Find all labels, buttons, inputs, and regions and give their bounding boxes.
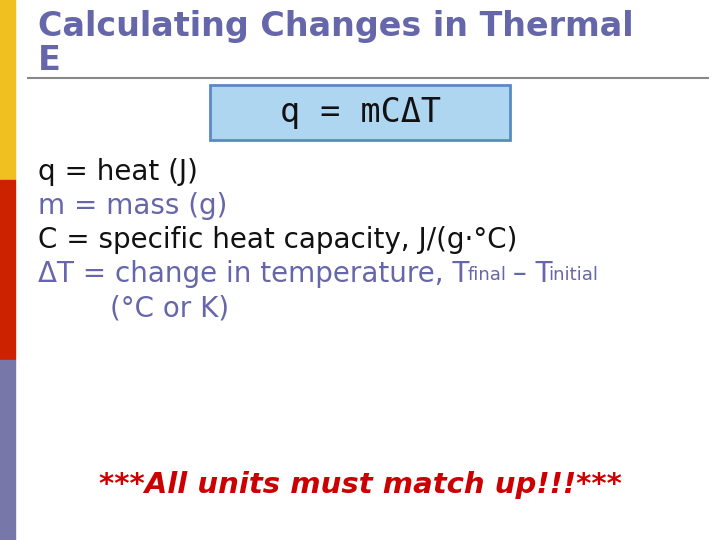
Text: Calculating Changes in Thermal: Calculating Changes in Thermal	[38, 10, 634, 43]
Bar	[0, 0, 15, 180]
FancyBboxPatch shape	[210, 85, 510, 140]
Text: E: E	[38, 44, 61, 77]
Text: (°C or K): (°C or K)	[110, 294, 229, 322]
Text: ΔT = change in temperature, T: ΔT = change in temperature, T	[38, 260, 469, 288]
Bar	[0, 180, 15, 360]
Bar	[0, 360, 15, 540]
Text: C = specific heat capacity, J/(g·°C): C = specific heat capacity, J/(g·°C)	[38, 226, 518, 254]
Text: – T: – T	[504, 260, 552, 288]
Text: m = mass (g): m = mass (g)	[38, 192, 228, 220]
Text: q = mCΔT: q = mCΔT	[279, 96, 441, 129]
Text: initial: initial	[548, 266, 598, 284]
Text: ***All units must match up!!!***: ***All units must match up!!!***	[99, 471, 621, 499]
Text: final: final	[468, 266, 507, 284]
Text: q = heat (J): q = heat (J)	[38, 158, 198, 186]
